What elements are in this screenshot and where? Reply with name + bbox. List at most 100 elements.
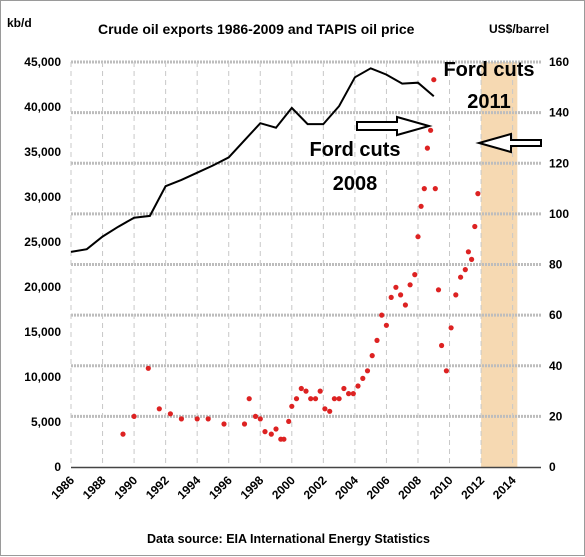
price-point (350, 391, 356, 397)
y-left-tick-label: 15,000 (24, 325, 61, 339)
price-point (221, 421, 227, 427)
price-point (262, 429, 268, 435)
annotation-2011-line1: Ford cuts (443, 59, 534, 81)
y-left-tick-label: 35,000 (24, 145, 61, 159)
x-tick-label: 1986 (48, 473, 77, 502)
price-point (194, 416, 200, 422)
x-tick-label: 1998 (238, 473, 267, 502)
x-tick-label: 2012 (458, 473, 487, 502)
price-point (458, 274, 464, 280)
price-point (415, 234, 421, 240)
price-point (421, 186, 427, 192)
price-point (346, 391, 352, 397)
price-point (374, 337, 380, 343)
price-point (469, 256, 475, 262)
x-tick-label: 2000 (269, 473, 298, 502)
y-right-tick-label: 160 (549, 55, 569, 69)
price-point (317, 388, 323, 394)
shaded-forecast-region (481, 62, 518, 467)
y-left-tick-label: 30,000 (24, 190, 61, 204)
annotation-2008-arrow (356, 115, 433, 137)
x-tick-label: 2008 (395, 473, 424, 502)
price-point (131, 413, 137, 419)
price-point (145, 365, 151, 371)
price-point (286, 418, 292, 424)
price-point (360, 375, 366, 381)
x-tick-label: 1990 (111, 473, 140, 502)
price-point (443, 368, 449, 374)
price-point (167, 411, 173, 417)
y-left-tick-label: 0 (54, 460, 61, 474)
price-point (418, 203, 424, 209)
price-point (273, 426, 279, 432)
price-point (439, 342, 445, 349)
x-tick-label: 2004 (332, 473, 361, 502)
annotation-2008-line2: 2008 (333, 173, 378, 195)
y-right-tick-label: 80 (549, 258, 563, 272)
price-point (120, 431, 126, 437)
annotation-2011-arrow (475, 132, 542, 154)
price-point (453, 292, 459, 298)
price-point (475, 191, 481, 197)
price-point (364, 368, 371, 374)
price-point (298, 385, 304, 392)
annotation-2008-line1: Ford cuts (309, 139, 400, 161)
price-point (435, 287, 442, 293)
price-point (312, 396, 319, 402)
price-point (369, 353, 375, 359)
price-point (393, 284, 399, 290)
price-point (327, 408, 333, 414)
price-point (257, 416, 263, 422)
series-line-exports (70, 67, 435, 253)
y-right-tick-label: 60 (549, 308, 563, 322)
price-point (205, 416, 211, 422)
price-point (178, 416, 184, 422)
price-point (424, 145, 430, 151)
price-point (341, 385, 347, 392)
price-point (303, 388, 309, 394)
price-point (428, 127, 434, 133)
price-point (246, 396, 252, 402)
y-right-tick-label: 0 (549, 460, 556, 474)
chart-title: Crude oil exports 1986-2009 and TAPIS oi… (98, 21, 415, 37)
price-point (241, 421, 248, 427)
x-tick-label: 1988 (80, 473, 109, 502)
y-right-tick-label: 20 (549, 409, 563, 423)
x-tick-label: 2010 (427, 473, 456, 502)
price-point (383, 322, 389, 328)
price-point (308, 396, 314, 402)
price-point (398, 292, 404, 298)
price-point (388, 294, 394, 300)
y-right-tick-label: 120 (549, 156, 569, 170)
x-tick-label: 2006 (364, 473, 393, 502)
annotation-2011-line2: 2011 (467, 91, 510, 113)
x-tick-label: 2002 (301, 473, 330, 502)
price-point (252, 413, 259, 419)
y-left-tick-label: 5,000 (31, 415, 61, 429)
price-point (355, 383, 361, 389)
price-point (462, 267, 468, 273)
y-right-tick-label: 40 (549, 359, 563, 373)
y-left-tick-label: 10,000 (24, 370, 61, 384)
price-point (268, 431, 274, 437)
price-point (448, 325, 454, 331)
price-point (472, 223, 478, 230)
price-point (432, 186, 438, 192)
price-point (289, 403, 295, 409)
price-point (281, 436, 287, 442)
x-tick-label: 1992 (143, 473, 172, 502)
right-axis-unit: US$/barrel (489, 22, 549, 36)
price-point (465, 249, 471, 255)
price-point (402, 302, 408, 308)
y-left-tick-label: 40,000 (24, 100, 61, 114)
x-tick-label: 2014 (490, 473, 519, 502)
price-point (412, 272, 418, 278)
price-point (293, 396, 300, 402)
price-point (156, 406, 162, 412)
left-axis-unit: kb/d (7, 16, 32, 30)
price-point (322, 406, 328, 412)
x-tick-label: 1994 (175, 473, 204, 502)
x-tick-label: 1996 (206, 473, 235, 502)
